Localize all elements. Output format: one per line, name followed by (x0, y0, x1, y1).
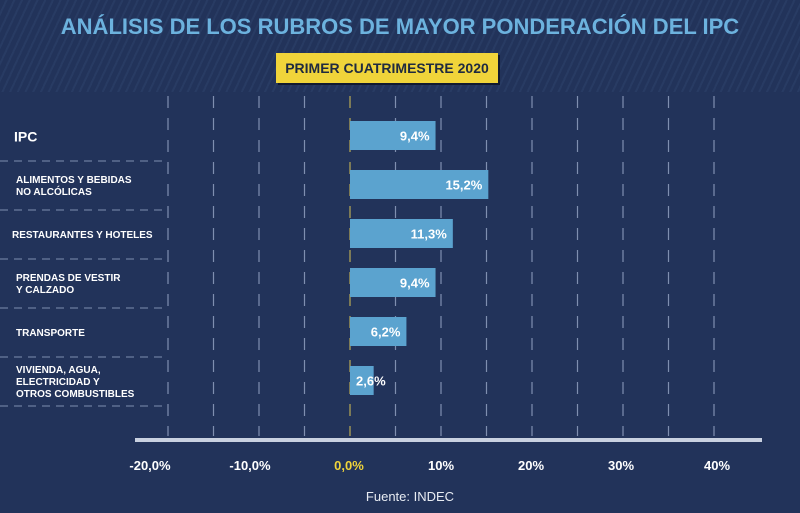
category-label-line: ALIMENTOS Y BEBIDAS (16, 175, 132, 186)
x-tick-label: 20% (518, 458, 544, 473)
category-label-line: NO ALCÓLICAS (16, 185, 92, 198)
bar (350, 170, 489, 199)
chart-subtitle: PRIMER CUATRIMESTRE 2020 (276, 53, 498, 83)
category-label: TRANSPORTE (16, 328, 85, 339)
category-label-line: ELECTRICIDAD Y (16, 377, 100, 388)
data-label: 11,3% (411, 227, 448, 242)
category-label-line: OTROS COMBUSTIBLES (16, 389, 135, 400)
category-label: ALIMENTOS Y BEBIDAS NO ALCÓLICAS (16, 175, 132, 198)
category-label-line: TRANSPORTE (16, 328, 85, 339)
subtitle-text: PRIMER CUATRIMESTRE 2020 (285, 60, 489, 76)
bar (350, 366, 374, 395)
source-note: Fuente: INDEC (365, 489, 455, 504)
category-label: RESTAURANTES Y HOTELES (12, 230, 153, 241)
data-label: 15,2% (445, 178, 482, 193)
bar (350, 121, 436, 150)
data-label: 6,2% (371, 325, 401, 340)
bar (350, 219, 453, 248)
data-label: 9,4% (400, 129, 430, 144)
category-label-line: RESTAURANTES Y HOTELES (12, 230, 153, 241)
category-label: VIVIENDA, AGUA, ELECTRICIDAD Y OTROS COMBU… (16, 365, 135, 400)
category-label: IPC (14, 128, 37, 144)
data-label: 9,4% (400, 276, 430, 291)
x-tick-label: -20,0% (129, 458, 171, 473)
bar (350, 317, 407, 346)
category-label-line: IPC (14, 128, 37, 144)
bar (350, 268, 436, 297)
x-tick-label: 40% (704, 458, 730, 473)
data-label: 2,6% (356, 374, 386, 389)
x-tick-label: 30% (608, 458, 634, 473)
category-label: PRENDAS DE VESTIR Y CALZADO (16, 273, 121, 296)
chart-title: ANÁLISIS DE LOS RUBROS DE MAYOR PONDERAC… (60, 14, 740, 39)
category-label-line: VIVIENDA, AGUA, (16, 365, 101, 376)
category-label-line: Y CALZADO (16, 285, 74, 296)
x-tick-label: 10% (428, 458, 454, 473)
x-tick-label: -10,0% (229, 458, 271, 473)
x-tick-label: 0,0% (334, 458, 364, 473)
category-label-line: PRENDAS DE VESTIR (16, 273, 121, 284)
